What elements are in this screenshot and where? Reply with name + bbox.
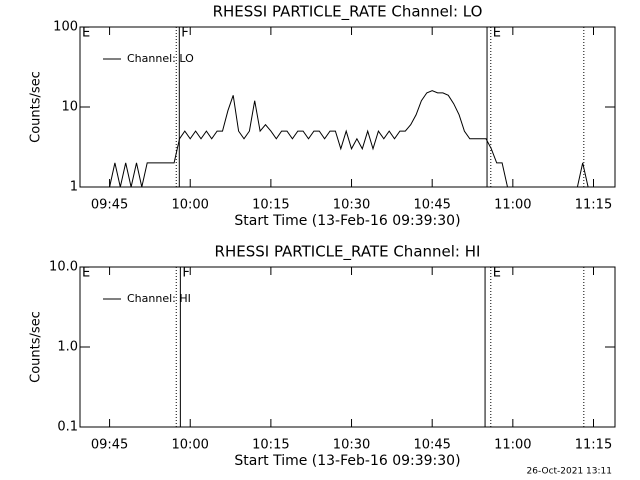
x-tick-label: 10:45 xyxy=(413,438,450,453)
chart-title: RHESSI PARTICLE_RATE Channel: LO xyxy=(213,3,483,22)
chart-title: RHESSI PARTICLE_RATE Channel: HI xyxy=(215,243,481,262)
y-axis-label: Counts/sec xyxy=(29,311,44,383)
x-tick-label: 09:45 xyxy=(91,198,128,213)
x-tick-label: 10:00 xyxy=(171,438,208,453)
x-tick-label: 10:15 xyxy=(252,198,289,213)
x-tick-label: 11:00 xyxy=(494,438,531,453)
x-tick-label: 10:00 xyxy=(171,198,208,213)
data-line xyxy=(109,90,508,188)
x-tick-label: 11:15 xyxy=(575,438,612,453)
data-line xyxy=(576,162,589,188)
y-tick-label: 1.0 xyxy=(57,340,78,355)
x-tick-label: 11:00 xyxy=(494,198,531,213)
x-axis-label: Start Time (13-Feb-16 09:39:30) xyxy=(234,213,460,229)
flag-label: F xyxy=(182,266,189,281)
x-tick-label: 10:15 xyxy=(252,438,289,453)
y-tick-label: 10 xyxy=(61,100,78,115)
y-axis-label: Counts/sec xyxy=(29,71,44,143)
flag-label: E xyxy=(493,266,501,281)
y-tick-label: 10.0 xyxy=(49,260,78,275)
x-tick-label: 10:45 xyxy=(413,198,450,213)
legend-label: Channel: HI xyxy=(127,292,191,305)
flag-label: E xyxy=(82,266,90,281)
x-tick-label: 10:30 xyxy=(333,198,370,213)
legend-label: Channel: LO xyxy=(127,52,194,65)
y-tick-label: 0.1 xyxy=(57,420,78,435)
x-axis-label: Start Time (13-Feb-16 09:39:30) xyxy=(234,453,460,469)
x-tick-label: 11:15 xyxy=(575,198,612,213)
x-tick-label: 10:30 xyxy=(333,438,370,453)
y-tick-label: 1 xyxy=(70,180,78,195)
flag-label: E xyxy=(82,26,90,41)
flag-label: F xyxy=(181,26,188,41)
timestamp: 26-Oct-2021 13:11 xyxy=(527,467,612,477)
y-tick-label: 100 xyxy=(53,20,78,35)
flag-label: E xyxy=(493,26,501,41)
x-tick-label: 09:45 xyxy=(91,438,128,453)
